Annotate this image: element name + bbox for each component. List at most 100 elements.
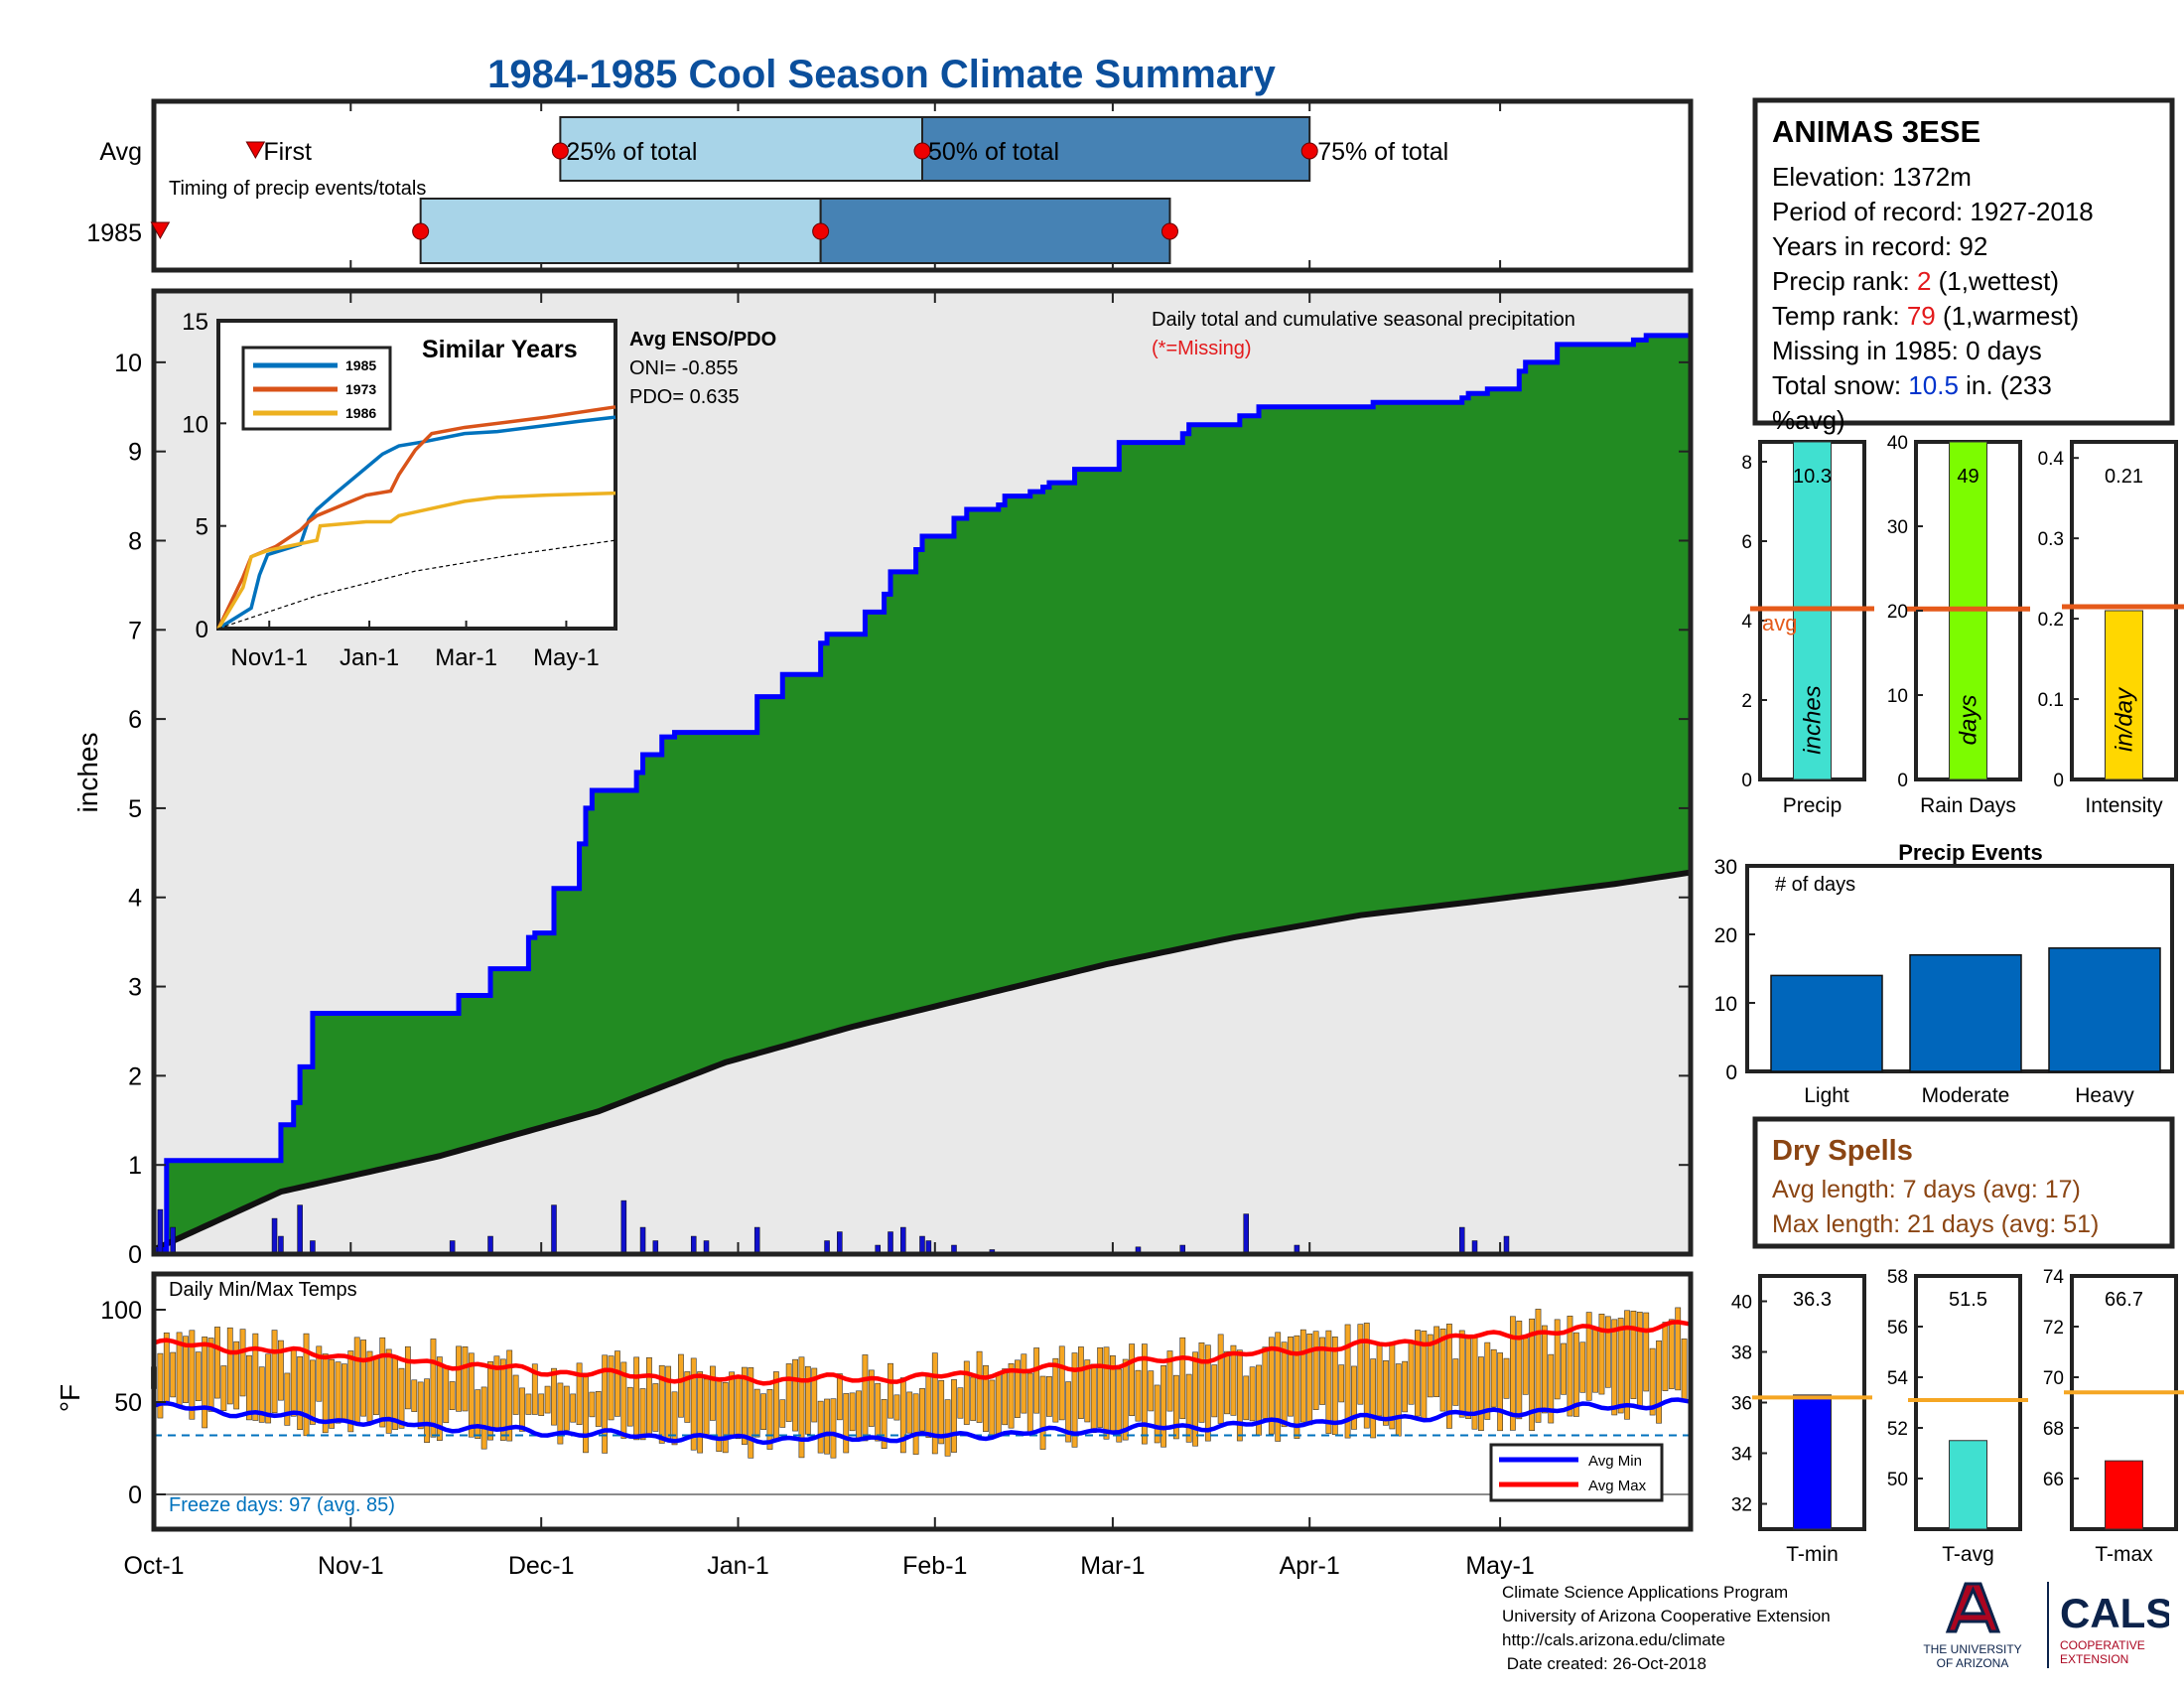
- snow-note-2: %avg): [1772, 405, 1845, 435]
- daily-temp-bar: [252, 1333, 259, 1421]
- daily-temp-bar: [690, 1357, 697, 1451]
- precip-axes: 0 1 2 3 4 5 6 7 8 9 10: [114, 291, 1691, 1269]
- temp-bar-tick-label: 50: [1887, 1470, 1908, 1490]
- temp-legend: [1489, 1443, 1664, 1502]
- inset-avg-line: [217, 539, 616, 630]
- mini-bar-unit: in/day: [2112, 686, 2138, 752]
- daily-temp-bar: [1529, 1318, 1535, 1432]
- station-period: Period of record: 1927-2018: [1772, 197, 2094, 226]
- daily-temp-bar: [665, 1365, 672, 1441]
- normal-cumulative-line: [152, 869, 1692, 1253]
- daily-precip-bar: [620, 1199, 627, 1255]
- temp-bar-tick-label: 70: [2043, 1368, 2064, 1389]
- y-tick-label: 8: [128, 527, 142, 555]
- daily-temp-bar: [792, 1358, 798, 1432]
- daily-temp-bar: [614, 1350, 620, 1417]
- daily-temp-bar: [1160, 1365, 1166, 1448]
- daily-temp-bar: [183, 1336, 189, 1403]
- daily-temp-bar: [360, 1340, 366, 1417]
- timing-box-q2: [419, 198, 822, 264]
- daily-temp-bar: [804, 1365, 811, 1435]
- daily-temp-bar: [1288, 1336, 1294, 1417]
- daily-temp-bar: [760, 1393, 766, 1431]
- mini-bar-value-label: 10.3: [1793, 466, 1832, 488]
- daily-temp-bar: [563, 1385, 570, 1431]
- daily-temp-bar: [1090, 1363, 1097, 1434]
- credit-url[interactable]: http://cals.arizona.edu/climate: [1502, 1630, 1725, 1649]
- mini-bar-tick-label: 4: [1741, 612, 1752, 633]
- similar-years-inset: 0 5 10 15 Nov1-1 Jan-1 Mar-1 May-1 Similar Year…: [182, 309, 617, 671]
- precip-rank-label: Precip rank:: [1772, 266, 1917, 296]
- precip-surplus-area: [154, 335, 1691, 1250]
- daily-precip-bar: [1243, 1213, 1249, 1255]
- daily-temp-bar: [589, 1391, 596, 1418]
- daily-temp-bar: [1058, 1345, 1065, 1421]
- daily-temp-bar: [1617, 1318, 1624, 1414]
- daily-temp-bar: [583, 1372, 589, 1454]
- logo-cals: CALS: [2060, 1590, 2169, 1636]
- avg-max-line: [153, 1320, 1692, 1386]
- y-tick-label: 5: [128, 795, 142, 823]
- daily-temp-bar: [1376, 1344, 1383, 1417]
- daily-temp-bar: [341, 1363, 347, 1420]
- x-tick-label: Mar-1: [1080, 1552, 1145, 1580]
- daily-temp-bar: [449, 1381, 456, 1410]
- dry-spells-title: Dry Spells: [1772, 1135, 1913, 1167]
- daily-temp-bar: [1675, 1307, 1682, 1391]
- daily-temp-bar: [1294, 1335, 1300, 1439]
- inset-x-tick-label: Nov1-1: [231, 644, 308, 671]
- mini-bar-value-label: 49: [1957, 466, 1979, 488]
- mini-bar-panel: 0 10 20 30 40 49 days Rain Days: [1887, 433, 2030, 817]
- daily-temp-bar: [710, 1365, 716, 1421]
- temp-plot: [151, 1307, 1692, 1495]
- daily-temp-bar: [1503, 1357, 1510, 1399]
- timing-marker-p75: [1300, 142, 1318, 160]
- events-y-tick-label: 0: [1725, 1061, 1737, 1084]
- timing-box-q2: [559, 116, 923, 182]
- temp-bar-panel: 50 52 54 56 58 51.5 T-avg: [1887, 1267, 2028, 1566]
- y-tick-label: 9: [128, 439, 142, 467]
- daily-temp-bar: [424, 1378, 430, 1444]
- temp-bar-value-label: 36.3: [1793, 1289, 1832, 1311]
- inset-title: Similar Years: [422, 336, 578, 363]
- dry-spells-avg: Avg length: 7 days (avg: 17): [1772, 1176, 2081, 1203]
- mini-bar-avg-label: avg: [1762, 611, 1797, 635]
- daily-temp-bar: [1192, 1351, 1198, 1447]
- daily-temp-bar: [652, 1383, 659, 1432]
- temp-bar-panel: 32 34 36 38 40 36.3 T-min: [1731, 1274, 1872, 1566]
- daily-temp-bar: [335, 1361, 341, 1424]
- mini-bar-unit: inches: [1800, 685, 1827, 754]
- page-title: 1984-1985 Cool Season Climate Summary: [487, 53, 1276, 96]
- daily-temp-bar: [1433, 1326, 1440, 1398]
- daily-temp-bar: [595, 1391, 602, 1427]
- daily-temp-bar: [1604, 1316, 1611, 1388]
- legend-avg-max: Avg Max: [1588, 1478, 1647, 1494]
- temp-bar-label: T-avg: [1942, 1543, 1994, 1566]
- daily-temp-bar: [1204, 1344, 1211, 1442]
- daily-temp-bar: [570, 1393, 577, 1423]
- mini-bar-tick-label: 0.4: [2038, 449, 2065, 470]
- events-plot: 0 10 20 30 Light Moderate Heavy: [1714, 856, 2161, 1107]
- daily-temp-bar: [1141, 1343, 1148, 1445]
- daily-temp-bar: [506, 1349, 513, 1442]
- timing-avg-label: Avg: [99, 138, 142, 166]
- precip-mini-bars: 0 2 4 6 8 10.3 inches Precip avg 0 10 20 30 40 49 days R…: [1741, 433, 2184, 817]
- daily-precip-bar: [919, 1235, 925, 1255]
- inset-x-tick-label: May-1: [533, 644, 600, 671]
- snow-label: Total snow:: [1772, 370, 1908, 400]
- daily-temp-bar: [748, 1366, 754, 1459]
- daily-precip-bar: [639, 1226, 646, 1255]
- y-tick-label: 0: [128, 1241, 142, 1269]
- daily-temp-bar: [1478, 1356, 1484, 1431]
- daily-temp-bar: [970, 1376, 977, 1421]
- timing-box-q3: [819, 198, 1171, 264]
- daily-temp-bar: [499, 1358, 506, 1441]
- daily-temp-bar: [1370, 1358, 1377, 1439]
- daily-temp-bar: [519, 1387, 525, 1432]
- daily-temp-bar: [468, 1352, 475, 1438]
- daily-temp-bar: [1312, 1331, 1319, 1410]
- x-tick-label: Nov-1: [318, 1552, 384, 1580]
- mini-bar-unit: days: [1956, 695, 1982, 746]
- temp-bar-value-label: 51.5: [1949, 1289, 1987, 1311]
